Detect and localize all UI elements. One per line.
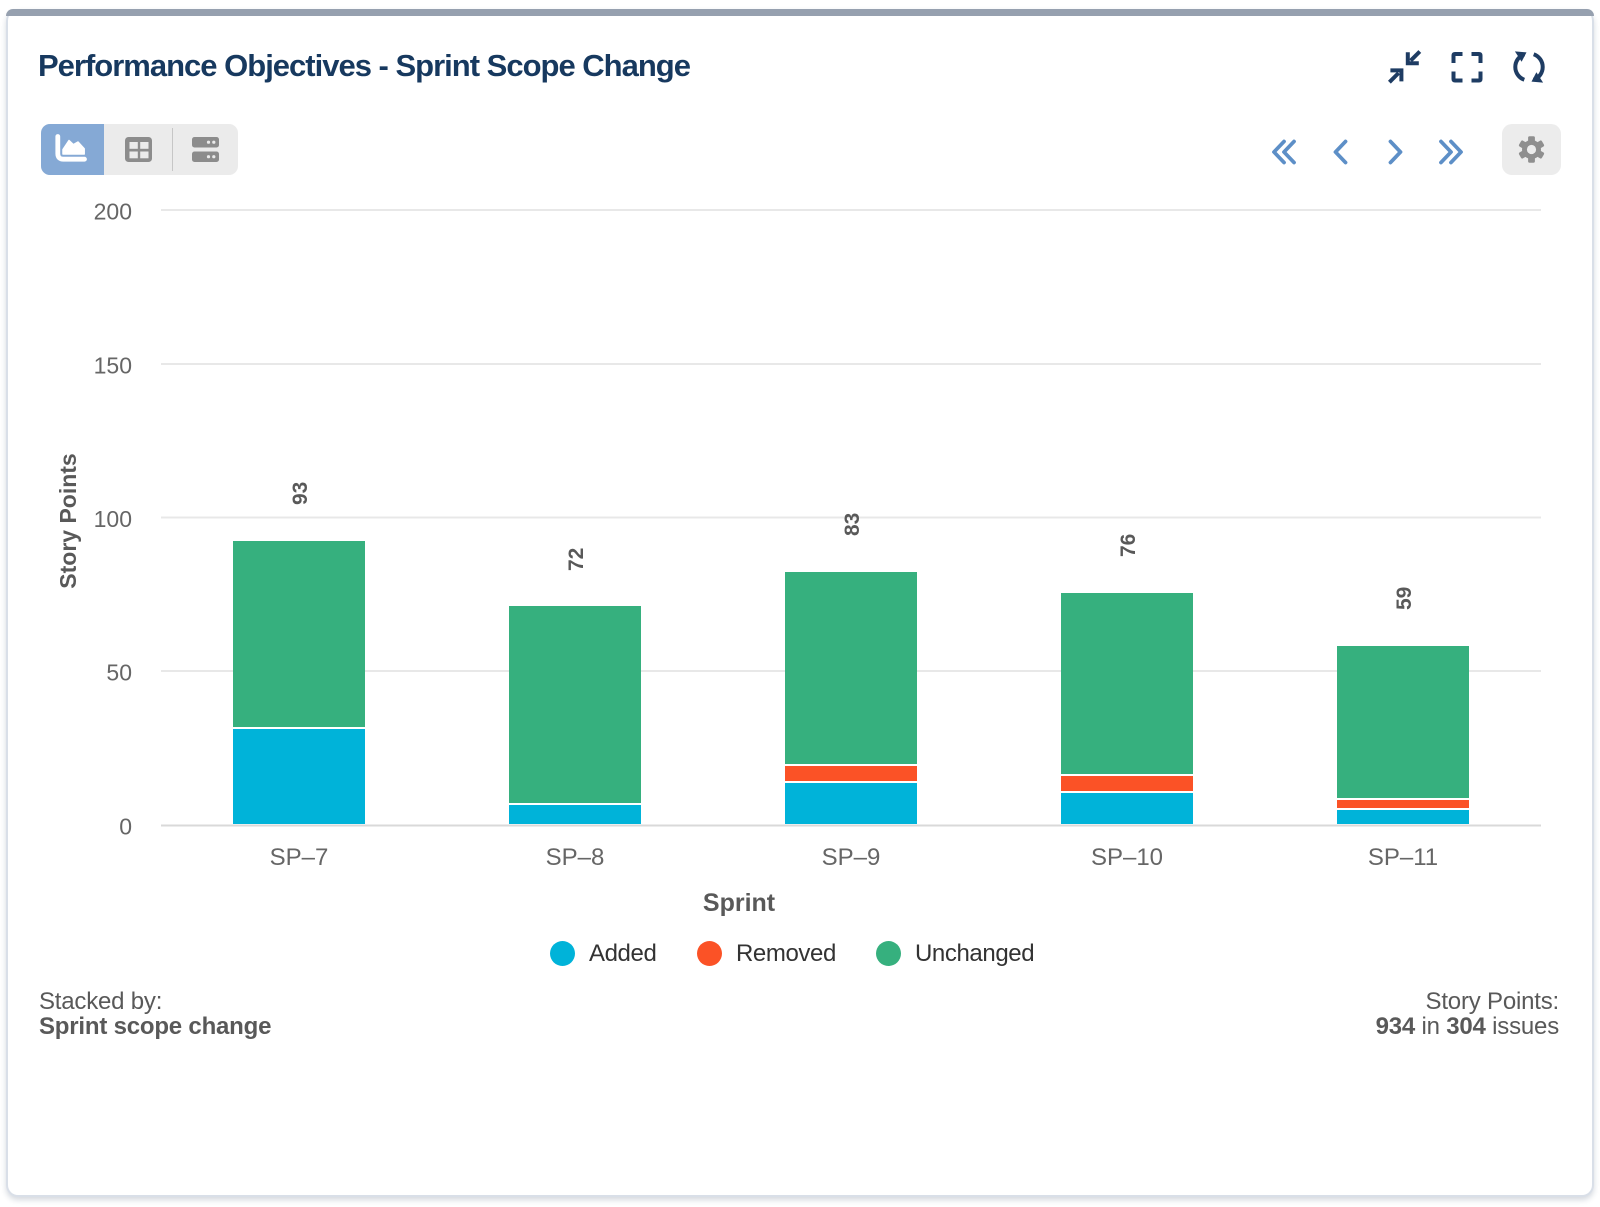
svg-text:Story Points: Story Points (55, 453, 81, 588)
svg-text:200: 200 (94, 199, 132, 225)
svg-text:Sprint: Sprint (703, 889, 776, 917)
svg-text:SP–11: SP–11 (1368, 844, 1438, 871)
svg-text:SP–10: SP–10 (1091, 844, 1163, 871)
svg-text:93: 93 (289, 482, 312, 505)
svg-text:0: 0 (119, 814, 132, 840)
svg-text:76: 76 (1117, 534, 1140, 557)
svg-text:59: 59 (1393, 587, 1416, 610)
svg-text:SP–7: SP–7 (270, 844, 329, 871)
svg-text:72: 72 (565, 548, 588, 571)
svg-text:83: 83 (841, 513, 864, 536)
svg-text:100: 100 (94, 506, 132, 532)
svg-text:50: 50 (106, 660, 132, 686)
svg-text:SP–8: SP–8 (546, 844, 605, 871)
svg-text:SP–9: SP–9 (822, 844, 881, 871)
svg-text:150: 150 (94, 353, 132, 379)
